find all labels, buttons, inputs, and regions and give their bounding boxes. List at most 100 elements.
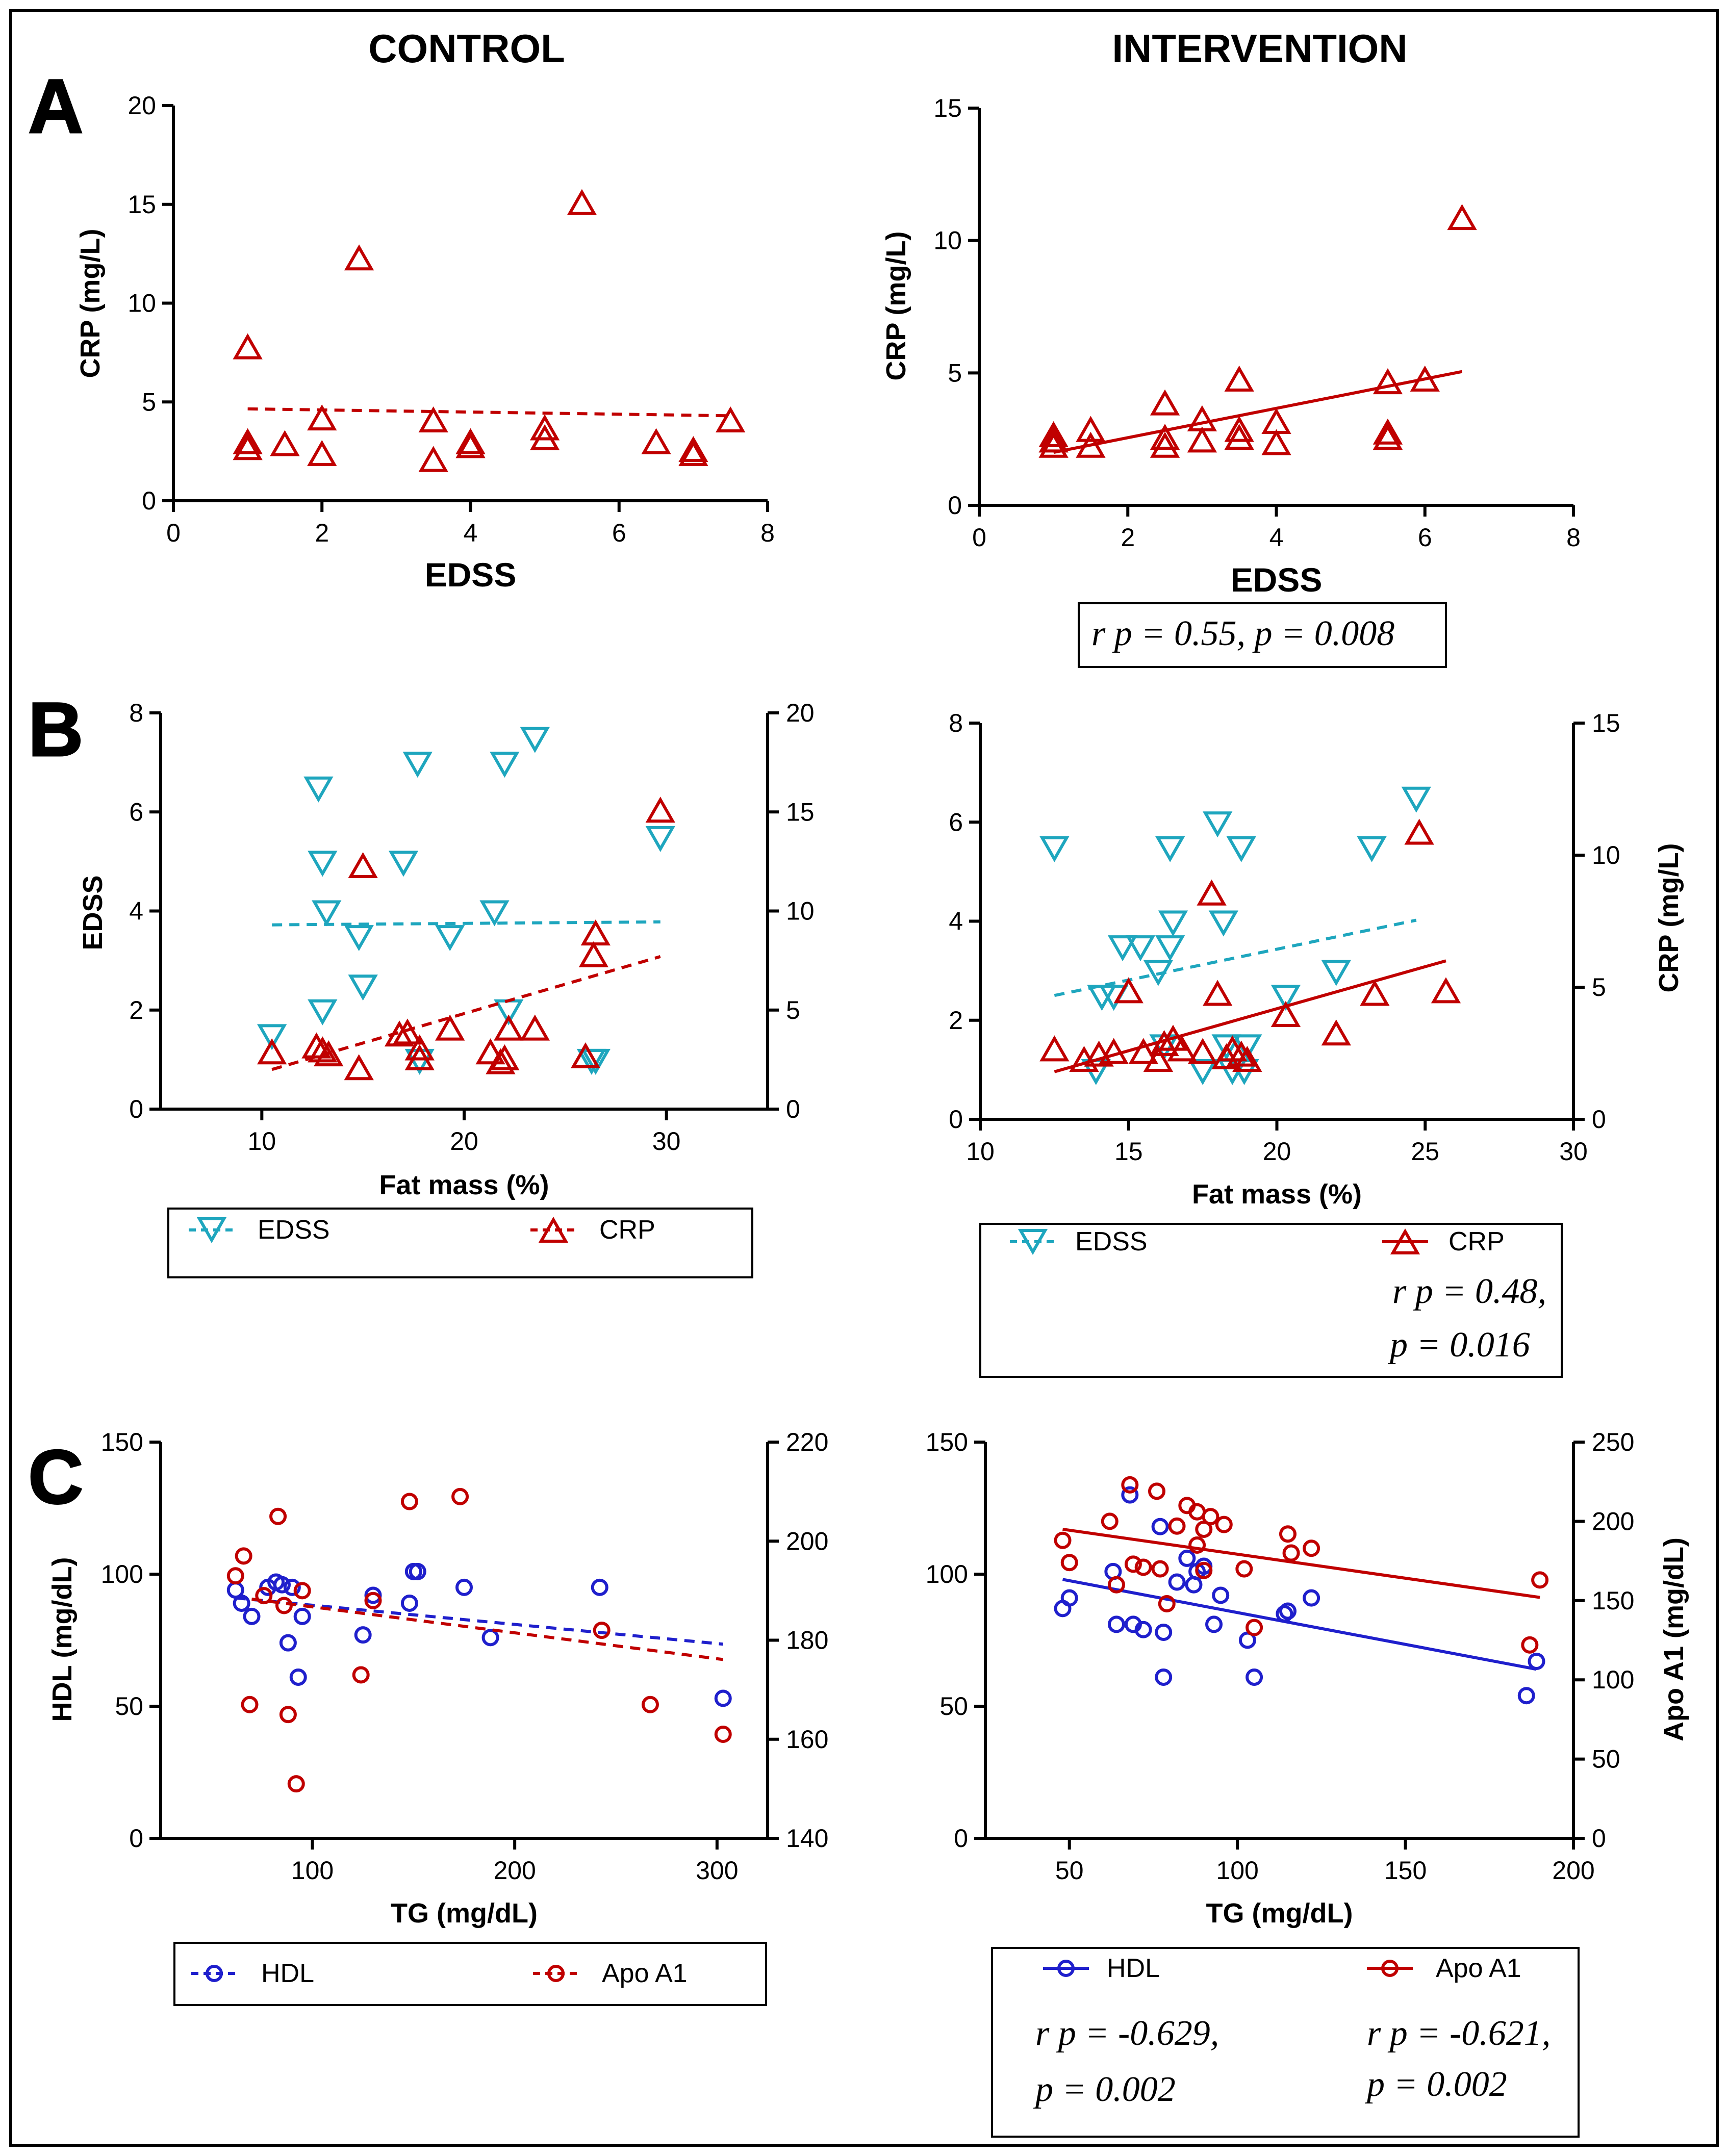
data-point <box>1039 1035 1070 1062</box>
data-point <box>233 428 263 454</box>
x-tick-label: 30 <box>1559 1137 1588 1166</box>
data-point <box>520 727 550 753</box>
legend-label: CRP <box>599 1215 655 1245</box>
data-point <box>1270 1000 1301 1027</box>
data-point <box>279 1634 297 1652</box>
column-title-intervention: INTERVENTION <box>1112 26 1407 71</box>
data-point <box>409 1562 426 1580</box>
data-point <box>580 919 611 946</box>
data-point <box>344 925 374 952</box>
data-point <box>490 1044 520 1070</box>
data-point <box>307 440 337 466</box>
y-tick-label: 2 <box>129 996 143 1024</box>
panel-letter-b: B <box>28 686 83 772</box>
x-tick-label: 25 <box>1411 1137 1439 1166</box>
data-point <box>1521 1636 1539 1654</box>
chart-a-control: 0 2 4 6 8 0 5 10 15 20 EDSS CRP (mg/L) <box>75 91 775 594</box>
data-point <box>1134 1621 1152 1638</box>
y-right-tick-label: 150 <box>1592 1586 1634 1615</box>
data-point <box>593 1622 611 1639</box>
data-point <box>279 1706 297 1724</box>
y-tick-label: 10 <box>933 226 962 255</box>
annotation-box <box>1078 602 1447 668</box>
data-point <box>1060 1554 1078 1572</box>
data-point <box>314 1040 344 1067</box>
y-axis-title: CRP (mg/L) <box>881 232 911 381</box>
data-point <box>645 826 675 852</box>
y-right-tick-label: 5 <box>786 996 800 1024</box>
data-point <box>1155 1623 1173 1641</box>
data-point <box>308 999 338 1025</box>
data-point <box>591 1578 608 1596</box>
data-point <box>1143 960 1174 986</box>
data-point <box>1134 1558 1152 1576</box>
x-tick-label: 8 <box>1566 523 1581 552</box>
legend-box <box>991 1947 1580 2138</box>
data-point <box>348 974 378 1001</box>
legend-box <box>979 1223 1563 1378</box>
y-axis-title: HDL (mg/dL) <box>47 1557 78 1722</box>
x-tick-label: 200 <box>493 1856 536 1885</box>
x-tick-label: 4 <box>464 519 478 547</box>
data-point <box>1038 421 1069 447</box>
data-point <box>479 900 510 927</box>
annotation-p-hdl: p = 0.002 <box>1033 2070 1176 2109</box>
y-tick-label: 0 <box>129 1824 143 1853</box>
data-point <box>490 752 520 778</box>
data-point <box>1410 365 1440 392</box>
data-point <box>1303 1589 1320 1607</box>
data-point <box>1224 424 1254 450</box>
data-point <box>1224 365 1254 392</box>
y-tick-label: 4 <box>949 907 963 936</box>
data-point <box>1232 1045 1262 1072</box>
x-tick-label: 200 <box>1552 1856 1594 1885</box>
data-point <box>529 424 560 450</box>
data-point <box>283 1578 301 1596</box>
data-point <box>1178 1549 1196 1567</box>
legend-marker <box>1381 1960 1399 1977</box>
data-point <box>716 406 746 432</box>
y-tick-label: 0 <box>954 1824 968 1853</box>
data-point <box>1128 1038 1158 1064</box>
data-point <box>1404 818 1434 845</box>
data-point <box>567 189 597 215</box>
y-right-tick-label: 140 <box>786 1824 828 1853</box>
legend-label: Apo A1 <box>602 1959 688 1988</box>
y-tick-label: 4 <box>129 897 143 926</box>
data-point <box>287 1775 305 1793</box>
data-point <box>348 852 378 879</box>
y-right-tick-label: 160 <box>786 1725 828 1754</box>
x-tick-label: 2 <box>315 519 329 547</box>
x-tick-label: 8 <box>760 519 775 547</box>
x-axis-title: Fat mass (%) <box>1192 1179 1362 1210</box>
x-tick-label: 20 <box>450 1127 478 1156</box>
y-tick-label: 0 <box>129 1095 143 1123</box>
data-point <box>226 1567 244 1585</box>
legend-b-intervention: EDSS CRP r p = 0.48, p = 0.016 <box>979 1223 1563 1378</box>
fit-line <box>1054 918 1417 997</box>
data-point <box>1155 935 1185 962</box>
series-crp <box>1039 818 1461 1073</box>
y-right-tick-label: 10 <box>1592 841 1620 869</box>
data-point <box>1373 418 1403 445</box>
fit-line <box>1062 1527 1540 1599</box>
data-point <box>1187 1059 1218 1085</box>
data-point <box>392 1018 423 1045</box>
data-point <box>1168 1517 1186 1535</box>
data-point <box>481 1629 499 1647</box>
data-point <box>312 900 342 927</box>
y-right-tick-label: 15 <box>786 798 815 826</box>
data-point <box>475 1038 505 1065</box>
legend-marker <box>1018 1229 1048 1255</box>
data-point <box>1431 977 1461 1004</box>
data-point <box>1321 960 1351 986</box>
data-point <box>641 428 671 454</box>
data-point <box>529 414 560 441</box>
series-edss <box>257 727 675 1075</box>
data-point <box>455 1578 473 1596</box>
data-point <box>1113 977 1143 1004</box>
y-right-tick-label: 0 <box>786 1095 800 1123</box>
series-apo-a1 <box>226 1487 732 1793</box>
